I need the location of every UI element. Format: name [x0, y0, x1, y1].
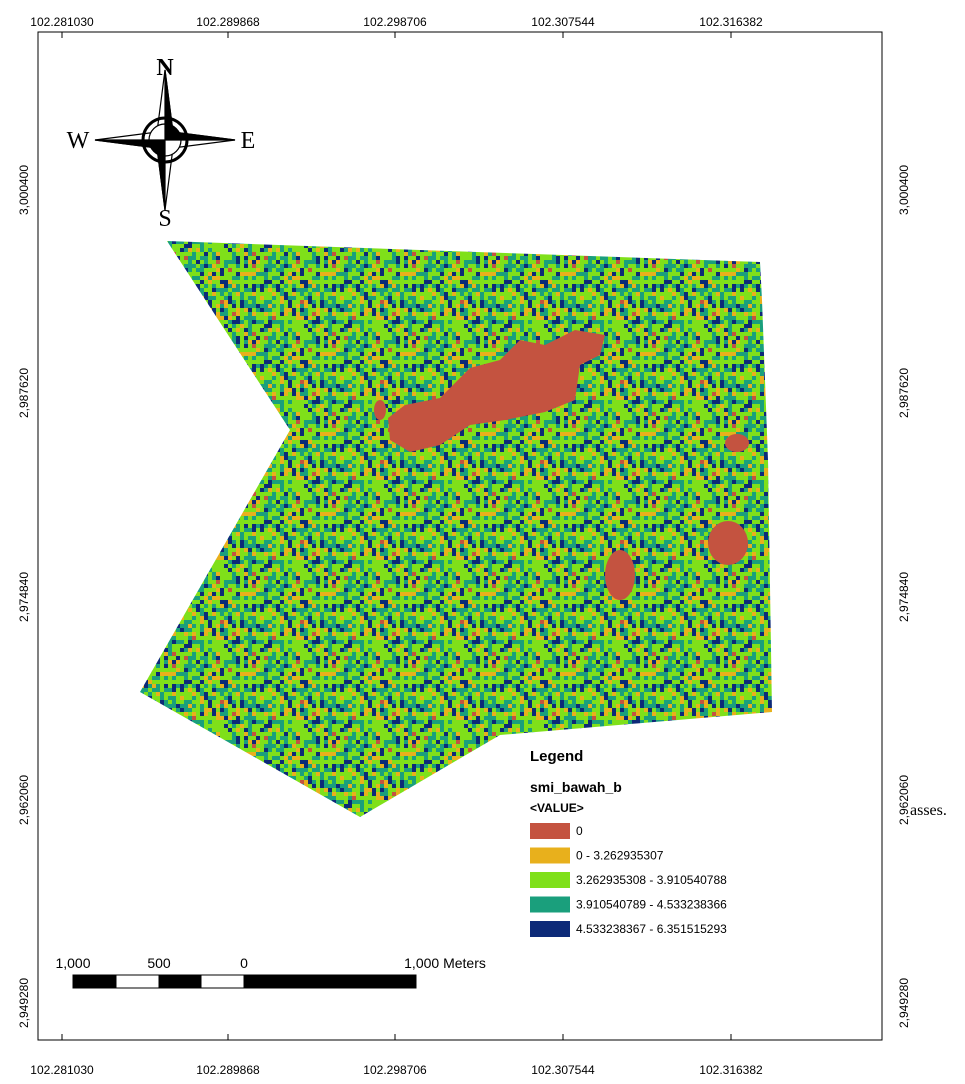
y-tick-left: 2,949280 — [17, 978, 31, 1028]
y-tick-right: 2,949280 — [897, 978, 911, 1028]
x-tick-bottom: 102.289868 — [196, 1063, 260, 1077]
compass-s: S — [158, 206, 171, 232]
compass-e: E — [241, 128, 256, 154]
legend-layer: smi_bawah_b — [530, 779, 622, 795]
y-tick-left: 2,987620 — [17, 368, 31, 418]
x-tick-top: 102.289868 — [196, 15, 260, 29]
x-tick-top: 102.281030 — [30, 15, 94, 29]
x-tick-bottom: 102.281030 — [30, 1063, 94, 1077]
legend-label: 4.533238367 - 6.351515293 — [576, 922, 727, 936]
x-tick-bottom: 102.298706 — [363, 1063, 427, 1077]
x-tick-top: 102.298706 — [363, 15, 427, 29]
x-tick-top: 102.307544 — [531, 15, 595, 29]
legend-swatch — [530, 921, 570, 937]
y-tick-left: 3,000400 — [17, 165, 31, 215]
legend-label: 3.262935308 - 3.910540788 — [576, 873, 727, 887]
compass-n: N — [156, 55, 174, 81]
compass-w: W — [67, 128, 90, 154]
legend-field: <VALUE> — [530, 801, 584, 815]
x-tick-bottom: 102.307544 — [531, 1063, 595, 1077]
page: { "map": { "x_ticks": ["102.281030", "10… — [0, 0, 965, 1079]
y-tick-right: 2,962060 — [897, 775, 911, 825]
scale-label: 1,000 Meters — [404, 955, 486, 971]
legend-label: 3.910540789 - 4.533238366 — [576, 898, 727, 912]
legend-swatch — [530, 848, 570, 864]
legend-swatch — [530, 823, 570, 839]
scale-label: 500 — [147, 955, 171, 971]
legend-swatch — [530, 872, 570, 888]
x-tick-bottom: 102.316382 — [699, 1063, 763, 1077]
y-tick-right: 2,987620 — [897, 368, 911, 418]
y-tick-right: 2,974840 — [897, 572, 911, 622]
map: N S E W Legend smi_bawah_b <VALUE> asses… — [0, 0, 965, 1079]
scale-label: 0 — [240, 955, 248, 971]
scale-bar — [73, 975, 416, 988]
scale-label: 1,000 — [55, 955, 90, 971]
caption-fragment: asses. — [910, 802, 947, 819]
legend-swatch — [530, 897, 570, 913]
y-tick-left: 2,974840 — [17, 572, 31, 622]
legend-title: Legend — [530, 748, 583, 765]
y-tick-left: 2,962060 — [17, 775, 31, 825]
y-tick-right: 3,000400 — [897, 165, 911, 215]
x-tick-top: 102.316382 — [699, 15, 763, 29]
legend-label: 0 — [576, 824, 583, 838]
legend-label: 0 - 3.262935307 — [576, 849, 664, 863]
